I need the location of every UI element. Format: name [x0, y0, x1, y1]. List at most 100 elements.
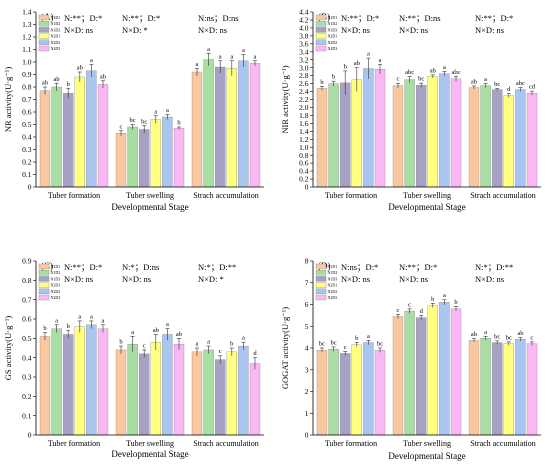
anova-annotation-line2: N×D: ns	[64, 274, 93, 284]
legend-label: N2D1	[51, 34, 61, 39]
bar	[316, 88, 328, 188]
bar	[238, 345, 249, 436]
significance-letter: bc	[494, 81, 500, 88]
bar	[173, 343, 185, 436]
legend-swatch	[38, 288, 50, 294]
x-category-label: Strach accumulation	[193, 439, 259, 448]
y-tick-label: 2.2	[299, 95, 309, 104]
significance-letter: bc	[494, 333, 500, 340]
legend-swatch	[315, 276, 327, 282]
x-category-label: Tuber swelling	[126, 439, 174, 448]
legend-swatch	[315, 282, 327, 288]
bar	[191, 351, 203, 436]
y-tick-label: 1.8	[299, 111, 309, 120]
anova-annotation-line2: N×D: *	[198, 274, 224, 284]
legend-label: N1D2	[51, 270, 61, 275]
legend-swatch	[315, 288, 327, 294]
bar	[39, 336, 51, 436]
legend-swatch	[315, 263, 327, 270]
anova-annotation-line1: N:**；D:ns	[399, 13, 441, 23]
y-tick-label: 1.4	[22, 8, 32, 17]
legend-swatch	[38, 21, 50, 27]
anova-annotation-line1: N:ns；D:ns	[198, 13, 239, 23]
significance-letter: a	[219, 53, 222, 60]
significance-letter: b	[67, 323, 70, 330]
bar	[203, 349, 214, 436]
bar	[374, 69, 386, 188]
x-category-label: Tuber formation	[48, 439, 100, 448]
y-tick-label: 2.8	[299, 71, 309, 80]
y-tick-label: 8	[305, 257, 309, 266]
x-axis-title: Developmental Stage	[388, 451, 465, 461]
y-axis-title: NR activity(U·g⁻¹)	[3, 67, 13, 133]
significance-letter: a	[254, 53, 257, 60]
bar	[468, 340, 480, 436]
bar	[127, 126, 138, 188]
significance-letter: b	[119, 339, 122, 346]
significance-letter: a	[196, 61, 199, 68]
significance-letter: a	[242, 47, 245, 54]
y-tick-label: 0.3	[22, 373, 32, 382]
significance-letter: a	[443, 292, 446, 299]
significance-letter: d	[507, 86, 511, 93]
significance-letter: a	[230, 53, 233, 60]
bar	[86, 324, 97, 436]
bar	[363, 342, 374, 436]
bar	[139, 353, 150, 436]
bar	[215, 359, 226, 436]
legend-swatch	[38, 45, 50, 52]
significance-letter: a	[242, 335, 245, 342]
significance-letter: b	[43, 325, 46, 332]
significance-letter: a	[367, 333, 370, 340]
bar	[226, 351, 237, 436]
significance-letter: a	[484, 329, 487, 336]
y-tick-label: 0.4	[22, 353, 32, 362]
significance-letter: ab	[42, 80, 48, 87]
chart-panel-2: bb aaaabccaabbaaaaabd00.10.20.30.40.50.60…	[3, 257, 264, 459]
significance-letter: a	[166, 321, 169, 328]
y-tick-label: 0.7	[22, 295, 32, 304]
significance-letter: bc	[331, 339, 337, 346]
significance-letter: a	[207, 46, 210, 53]
significance-letter: b	[332, 74, 335, 81]
y-tick-label: 5	[305, 322, 309, 331]
y-tick-label: 0	[305, 431, 309, 440]
anova-annotation-line1: N:*；D:**	[475, 262, 513, 272]
significance-letter: c	[397, 76, 400, 83]
bar	[450, 78, 462, 188]
legend-label: N1D3	[328, 276, 338, 281]
anova-annotation-line2: N×D: ns	[198, 25, 227, 35]
y-tick-label: 0.4	[22, 133, 32, 142]
y-tick-label: 3.2	[299, 55, 309, 64]
legend-swatch	[315, 45, 327, 52]
significance-letter: abc	[405, 69, 414, 76]
bar	[191, 71, 203, 188]
significance-letter: bc	[319, 341, 325, 348]
y-tick-label: 0.9	[22, 257, 32, 266]
y-tick-label: 3.0	[299, 63, 309, 72]
bar	[203, 59, 214, 188]
y-tick-label: 3.8	[299, 31, 309, 40]
bar	[439, 73, 450, 188]
y-tick-label: 4.0	[299, 24, 309, 33]
legend-label: N2D2	[51, 289, 61, 294]
legend-label: N2D1	[328, 283, 338, 288]
legend-swatch	[38, 39, 50, 45]
anova-annotation-line1: N:**；D:*	[64, 262, 102, 272]
bar	[363, 68, 374, 188]
significance-letter: b	[67, 81, 70, 88]
significance-letter: abc	[516, 80, 525, 87]
y-tick-label: 0.8	[22, 276, 32, 285]
x-category-label: Tuber formation	[325, 439, 377, 448]
bar	[97, 328, 109, 436]
bar	[238, 60, 249, 188]
y-tick-label: 0.1	[22, 170, 32, 179]
bar	[526, 343, 538, 436]
significance-letter: c	[397, 307, 400, 314]
bar	[150, 342, 161, 436]
significance-letter: a	[166, 107, 169, 114]
significance-letter: b	[355, 335, 358, 342]
significance-letter: d	[420, 308, 424, 315]
legend-label: N1D1	[51, 15, 61, 20]
